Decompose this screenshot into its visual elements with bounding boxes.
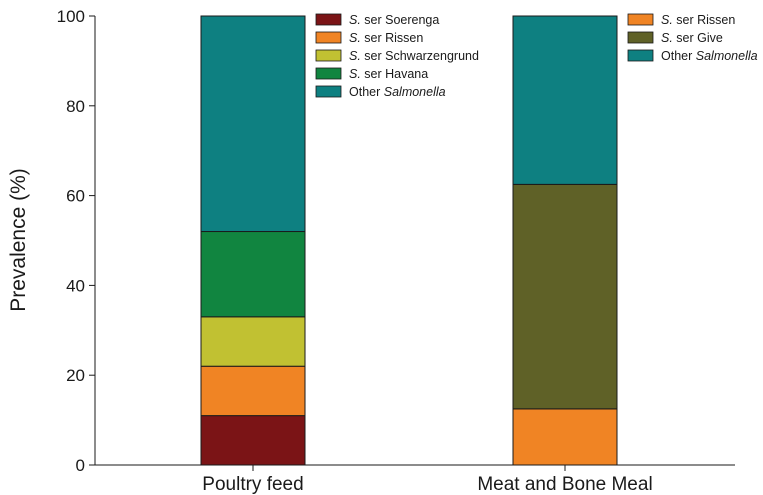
y-axis-title: Prevalence (%): [7, 168, 30, 312]
legend-species-abbrev: S.: [661, 13, 673, 27]
legend-species-abbrev: S.: [349, 13, 361, 27]
y-tick-label: 60: [66, 187, 85, 206]
bar-segment: [201, 232, 305, 317]
legend-label: S. ser Schwarzengrund: [349, 49, 479, 63]
legend-swatch: [316, 32, 341, 43]
legend-species-abbrev: S.: [661, 31, 673, 45]
legend-swatch: [628, 50, 653, 61]
legend-swatch: [316, 50, 341, 61]
category-label: Poultry feed: [202, 474, 303, 495]
legend-species-abbrev: S.: [349, 31, 361, 45]
bar-segment: [201, 366, 305, 415]
legend-label: S. ser Havana: [349, 67, 428, 81]
bar-segment: [513, 409, 617, 465]
legend-label: Other Salmonella: [349, 85, 446, 99]
legend-swatch: [316, 86, 341, 97]
legend-species-abbrev: S.: [349, 49, 361, 63]
y-tick-label: 40: [66, 276, 85, 295]
y-tick-label: 0: [76, 456, 85, 475]
y-tick-label: 100: [57, 7, 85, 26]
y-tick-label: 80: [66, 97, 85, 116]
legend-label: S. ser Rissen: [661, 13, 735, 27]
category-label: Meat and Bone Meal: [477, 474, 652, 495]
bar-segment: [201, 416, 305, 465]
legend-serovar-name: ser Rissen: [673, 13, 736, 27]
legend-serovar-name: Other: [661, 49, 696, 63]
legend-serovar-name: ser Havana: [361, 67, 428, 81]
legend-swatch: [316, 14, 341, 25]
legend-swatch: [628, 14, 653, 25]
y-tick-label: 20: [66, 366, 85, 385]
legend-label: S. ser Soerenga: [349, 13, 439, 27]
legend-label: S. ser Give: [661, 31, 723, 45]
legend-species-abbrev: S.: [349, 67, 361, 81]
legend-swatch: [628, 32, 653, 43]
legend-label: S. ser Rissen: [349, 31, 423, 45]
legend-serovar-name: ser Rissen: [361, 31, 424, 45]
legend-genus-name: Salmonella: [384, 85, 446, 99]
legend-serovar-name: Other: [349, 85, 384, 99]
legend-label: Other Salmonella: [661, 49, 758, 63]
bar-segment: [513, 16, 617, 184]
legend-serovar-name: ser Schwarzengrund: [361, 49, 479, 63]
legend-swatch: [316, 68, 341, 79]
legend-genus-name: Salmonella: [696, 49, 758, 63]
bar-segment: [201, 16, 305, 232]
bar-segment: [201, 317, 305, 366]
bar-segment: [513, 184, 617, 409]
legend-serovar-name: ser Give: [673, 31, 723, 45]
legend-serovar-name: ser Soerenga: [361, 13, 440, 27]
